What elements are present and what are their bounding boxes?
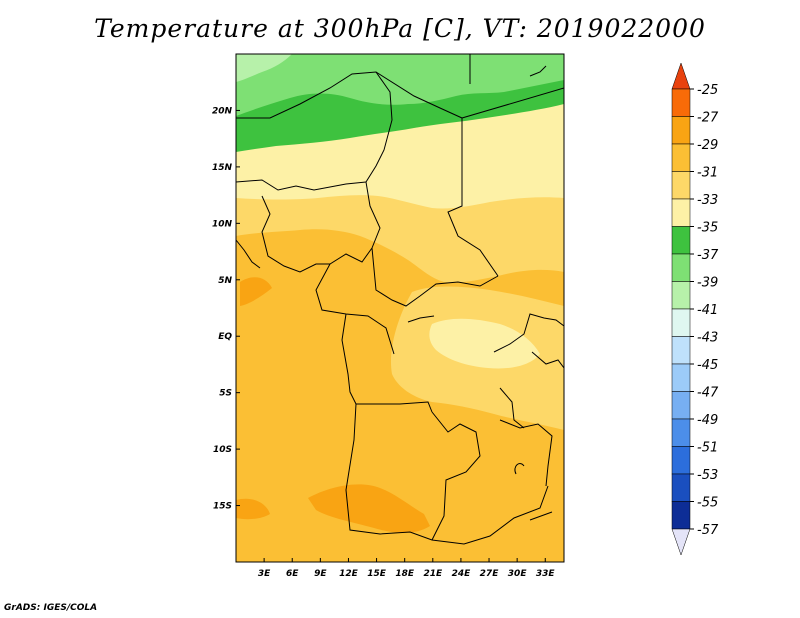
border-line bbox=[236, 179, 367, 191]
lat-tick-label: 15N bbox=[212, 163, 233, 173]
colorbar-label: -33 bbox=[697, 193, 718, 208]
band-minus27-southwest-patch bbox=[236, 498, 270, 520]
border-line bbox=[431, 411, 481, 541]
lon-tick-label: 24E bbox=[452, 569, 472, 579]
colorbar-swatch bbox=[671, 308, 691, 337]
border-line bbox=[261, 195, 373, 273]
grads-credit: GrADS: IGES/COLA bbox=[4, 603, 98, 613]
colorbar-label: -41 bbox=[697, 303, 718, 318]
lon-tick-label: 21E bbox=[423, 569, 443, 579]
colorbar-swatch bbox=[671, 281, 691, 310]
border-line bbox=[499, 419, 553, 487]
colorbar-label: -45 bbox=[697, 358, 718, 373]
band-minus27-south-patch bbox=[308, 484, 430, 533]
plot-frame bbox=[235, 53, 565, 563]
colorbar-swatch bbox=[671, 116, 691, 145]
lat-tick-label: 5N bbox=[218, 276, 232, 286]
lat-tick-label: 10N bbox=[212, 219, 233, 229]
colorbar-swatch bbox=[671, 418, 691, 447]
band-minus27-coast-patch bbox=[240, 277, 272, 306]
colorbar-swatch bbox=[671, 363, 691, 392]
lon-tick-label: 33E bbox=[536, 569, 556, 579]
temperature-field bbox=[236, 54, 564, 562]
colorbar-top-triangle bbox=[671, 62, 691, 90]
border-line bbox=[461, 87, 564, 119]
colorbar-swatch bbox=[671, 473, 691, 502]
colorbar-label: -29 bbox=[697, 138, 718, 153]
colorbar-swatch bbox=[671, 88, 691, 117]
lat-tick-label: 10S bbox=[213, 445, 232, 455]
colorbar-swatch bbox=[671, 446, 691, 475]
lat-tick-label: EQ bbox=[218, 332, 232, 342]
colorbar-swatch bbox=[671, 143, 691, 172]
colorbar-label: -31 bbox=[697, 166, 718, 181]
colorbar-swatch bbox=[671, 336, 691, 365]
border-line bbox=[531, 351, 564, 369]
lon-tick-label: 30E bbox=[508, 569, 528, 579]
lon-tick-label: 3E bbox=[258, 569, 271, 579]
band-minus39 bbox=[236, 54, 292, 82]
colorbar-label: -47 bbox=[697, 386, 719, 401]
lon-tick-label: 15E bbox=[367, 569, 387, 579]
border-line bbox=[529, 511, 553, 521]
map-title: Temperature at 300hPa [C], VT: 201902200… bbox=[94, 14, 706, 43]
colorbar-label: -53 bbox=[697, 468, 718, 483]
colorbar-swatch bbox=[671, 226, 691, 255]
lon-tick-label: 12E bbox=[339, 569, 359, 579]
border-line bbox=[407, 315, 435, 323]
border-line bbox=[514, 463, 525, 475]
lon-tick-label: 9E bbox=[314, 569, 327, 579]
colorbar-label: -39 bbox=[697, 276, 718, 291]
colorbar-label: -55 bbox=[697, 496, 718, 511]
colorbar-swatch bbox=[671, 501, 691, 530]
border-line bbox=[493, 313, 564, 353]
colorbar-bottom-triangle bbox=[671, 528, 691, 556]
colorbar-swatch bbox=[671, 391, 691, 420]
colorbar-label: -35 bbox=[697, 221, 718, 236]
border-line bbox=[236, 71, 393, 249]
band-minus37 bbox=[236, 54, 564, 116]
border-line bbox=[236, 239, 261, 269]
lon-tick-label: 6E bbox=[286, 569, 299, 579]
lon-tick-label: 18E bbox=[395, 569, 415, 579]
colorbar-label: -37 bbox=[697, 248, 719, 263]
colorbar: -25 -27 -29 -31 -33 -35 -37 -39 -41 -43 -45 -47 -49 -… bbox=[671, 62, 719, 556]
border-line bbox=[371, 247, 499, 307]
colorbar-swatch bbox=[671, 198, 691, 227]
longitude-axis: 3E 6E 9E 12E 15E 18E 21E 24E 27E 30E 33E bbox=[258, 558, 556, 579]
lat-tick-label: 20N bbox=[212, 106, 233, 116]
colorbar-label: -25 bbox=[697, 83, 718, 98]
colorbar-label: -57 bbox=[697, 523, 719, 538]
colorbar-label: -43 bbox=[697, 331, 718, 346]
border-line bbox=[345, 403, 549, 545]
border-line bbox=[375, 71, 499, 277]
colorbar-label: -49 bbox=[697, 413, 718, 428]
border-line bbox=[529, 65, 547, 77]
colorbar-label: -27 bbox=[697, 111, 719, 126]
lat-tick-label: 15S bbox=[213, 502, 232, 512]
latitude-axis: 20N 15N 10N 5N EQ 5S 10S 15S bbox=[212, 106, 240, 512]
country-borders bbox=[236, 54, 564, 545]
lat-tick-label: 5S bbox=[219, 389, 232, 399]
colorbar-label: -51 bbox=[697, 441, 718, 456]
colorbar-swatch bbox=[671, 171, 691, 200]
border-line bbox=[499, 387, 525, 429]
lon-tick-label: 27E bbox=[480, 569, 500, 579]
colorbar-swatch bbox=[671, 253, 691, 282]
